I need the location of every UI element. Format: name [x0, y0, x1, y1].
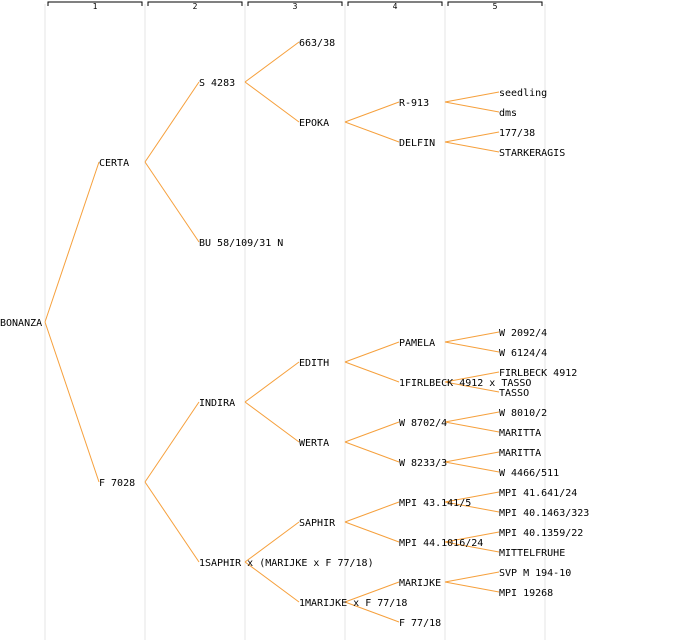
ancestor-label[interactable]: dms — [499, 108, 517, 119]
column-guides — [44, 4, 546, 640]
ancestor-label[interactable]: W 8233/3 — [399, 458, 447, 469]
generation-bracket — [247, 1, 343, 6]
pedigree-edge — [444, 531, 500, 543]
ancestor-label[interactable]: 177/38 — [499, 128, 535, 139]
ancestor-label[interactable]: R-913 — [399, 98, 429, 109]
pedigree-edge — [444, 411, 500, 423]
ancestor-label[interactable]: seedling — [499, 88, 547, 99]
ancestor-label[interactable]: BU 58/109/31 N — [199, 238, 283, 249]
pedigree-labels: BONANZA CERTA F 7028 S 4283 BU 58/109/31 N 66… — [0, 38, 589, 629]
ancestor-label[interactable]: W 4466/511 — [499, 468, 559, 479]
pedigree-edge — [444, 371, 500, 383]
ancestor-label[interactable]: WERTA — [299, 438, 329, 449]
pedigree-edge — [444, 461, 500, 473]
generation-number: 2 — [193, 2, 198, 11]
pedigree-edge — [444, 341, 500, 353]
ancestor-label[interactable]: SAPHIR — [299, 518, 336, 529]
ancestor-label[interactable]: FIRLBECK 4912 — [499, 368, 577, 379]
pedigree-edge — [344, 601, 400, 623]
ancestor-label[interactable]: MPI 19268 — [499, 588, 553, 599]
ancestor-label[interactable]: STARKERAGIS — [499, 148, 565, 159]
generation-number: 4 — [393, 2, 398, 11]
pedigree-edges — [44, 41, 500, 623]
ancestor-label[interactable]: TASSO — [499, 388, 529, 399]
ancestor-label[interactable]: W 8702/4 — [399, 418, 447, 429]
pedigree-edge — [444, 491, 500, 503]
pedigree-edge — [444, 381, 500, 393]
pedigree-edge — [444, 581, 500, 593]
ancestor-label[interactable]: MARITTA — [499, 448, 541, 459]
pedigree-edge — [344, 441, 400, 463]
ancestor-label[interactable]: PAMELA — [399, 338, 435, 349]
pedigree-edge — [444, 501, 500, 513]
pedigree-edge — [444, 131, 500, 143]
root-cultivar-label[interactable]: BONANZA — [0, 318, 42, 329]
ancestor-label[interactable]: CERTA — [99, 158, 129, 169]
pedigree-edge — [444, 571, 500, 583]
pedigree-edge — [444, 421, 500, 433]
pedigree-edge — [44, 161, 100, 323]
ancestor-label[interactable]: SVP M 194-10 — [499, 568, 571, 579]
ancestor-label[interactable]: W 2092/4 — [499, 328, 547, 339]
ancestor-label[interactable]: EPOKA — [299, 118, 329, 129]
generation-bracket — [47, 1, 143, 6]
pedigree-edge — [344, 341, 400, 363]
pedigree-edge — [444, 91, 500, 103]
pedigree-edge — [244, 81, 300, 123]
pedigree-edge — [344, 421, 400, 443]
pedigree-edge — [344, 101, 400, 123]
pedigree-edge — [444, 141, 500, 153]
ancestor-label[interactable]: W 8010/2 — [499, 408, 547, 419]
ancestor-label[interactable]: 1MARIJKE x F 77/18 — [299, 598, 407, 609]
pedigree-edge — [344, 361, 400, 383]
pedigree-edge — [344, 501, 400, 523]
ancestor-label[interactable]: S 4283 — [199, 78, 235, 89]
pedigree-edge — [244, 401, 300, 443]
ancestor-label[interactable]: DELFIN — [399, 138, 435, 149]
ancestor-label[interactable]: INDIRA — [199, 398, 235, 409]
ancestor-label[interactable]: MITTELFRUHE — [499, 548, 565, 559]
ancestor-label[interactable]: 663/38 — [299, 38, 335, 49]
pedigree-edge — [444, 541, 500, 553]
pedigree-edge — [244, 561, 300, 603]
pedigree-edge — [244, 521, 300, 563]
ancestor-label[interactable]: MPI 40.1359/22 — [499, 528, 583, 539]
ancestor-label[interactable]: EDITH — [299, 358, 329, 369]
ancestor-label[interactable]: MPI 40.1463/323 — [499, 508, 589, 519]
ancestor-label[interactable]: MARIJKE — [399, 578, 441, 589]
generation-bracket — [347, 1, 443, 6]
pedigree-edge — [344, 581, 400, 603]
generation-bracket — [447, 1, 543, 6]
pedigree-edge — [144, 401, 200, 483]
ancestor-label[interactable]: F 77/18 — [399, 618, 441, 629]
pedigree-edge — [244, 41, 300, 83]
pedigree-edge — [344, 521, 400, 543]
ancestor-label[interactable]: MPI 41.641/24 — [499, 488, 577, 499]
pedigree-edge — [44, 321, 100, 483]
ancestor-label[interactable]: F 7028 — [99, 478, 135, 489]
generation-number: 1 — [93, 2, 98, 11]
generation-number: 5 — [493, 2, 498, 11]
pedigree-edge — [144, 481, 200, 563]
ancestor-label[interactable]: MARITTA — [499, 428, 541, 439]
pedigree-edge — [444, 331, 500, 343]
pedigree-edge — [444, 451, 500, 463]
ancestor-label[interactable]: 1SAPHIR x (MARIJKE x F 77/18) — [199, 558, 374, 569]
pedigree-edge — [344, 121, 400, 143]
pedigree-edge — [244, 361, 300, 403]
pedigree-edge — [444, 101, 500, 113]
ancestor-label[interactable]: MPI 44.1016/24 — [399, 538, 483, 549]
generation-bracket — [147, 1, 243, 6]
ancestor-label[interactable]: MPI 43.141/5 — [399, 498, 471, 509]
pedigree-edge — [144, 81, 200, 163]
generation-ruler: 1 2 3 4 5 — [47, 1, 543, 11]
ancestor-label[interactable]: W 6124/4 — [499, 348, 547, 359]
generation-number: 3 — [293, 2, 298, 11]
ancestor-label[interactable]: 1FIRLBECK 4912 x TASSO — [399, 378, 531, 389]
pedigree-edge — [144, 161, 200, 243]
